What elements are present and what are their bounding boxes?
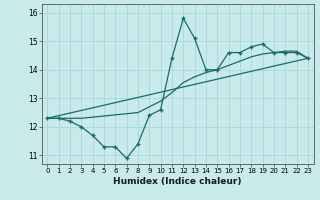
X-axis label: Humidex (Indice chaleur): Humidex (Indice chaleur) — [113, 177, 242, 186]
